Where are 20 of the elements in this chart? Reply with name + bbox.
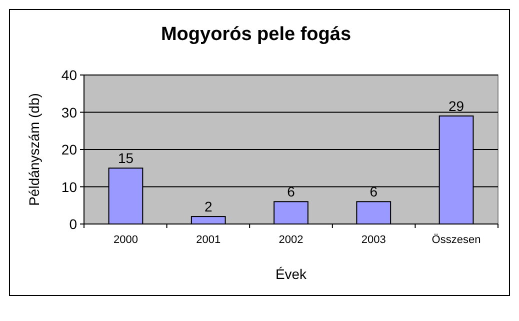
- y-axis-title: Példányszám (db): [26, 93, 42, 206]
- x-axis-title: Évek: [275, 266, 308, 282]
- data-label: 6: [287, 184, 296, 200]
- y-tick-label: 30: [61, 104, 78, 120]
- y-tick-label: 40: [61, 67, 78, 83]
- x-tick-label: 2003: [361, 234, 386, 246]
- y-tick-label: 0: [69, 216, 78, 232]
- data-label: 2: [204, 198, 212, 215]
- y-tick-label: 10: [61, 178, 78, 195]
- data-label: 29: [448, 98, 464, 114]
- chart-title: Mogyorós pele fogás: [160, 24, 352, 45]
- bar: [356, 201, 392, 224]
- x-tick-label: 2000: [113, 234, 138, 246]
- data-label: 15: [118, 150, 134, 166]
- y-tick-label: 20: [61, 142, 78, 158]
- bar: [274, 201, 308, 224]
- x-tick-label: 2001: [196, 234, 221, 246]
- data-label: 6: [370, 184, 378, 200]
- x-tick-label: 2002: [278, 234, 304, 246]
- x-tick-label: Összesen: [432, 233, 481, 246]
